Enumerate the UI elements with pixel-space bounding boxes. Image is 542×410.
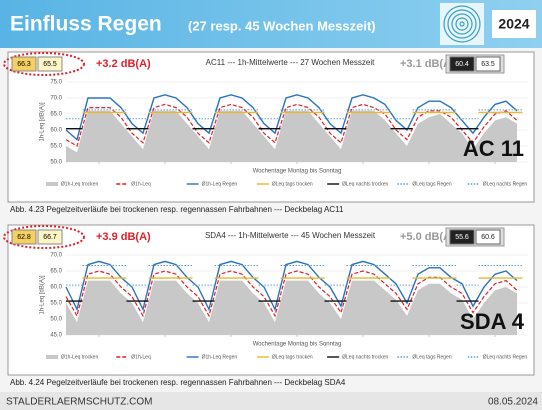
value-box [11, 56, 37, 72]
value-box [449, 229, 475, 245]
caption: Abb. 4.23 Pegelzeitverläufe bei trockene… [10, 205, 344, 214]
y-tick-label: 60.0 [50, 285, 62, 291]
legend-label: ØLeq nachts Regen [483, 181, 528, 187]
value-box-text: 62.8 [17, 234, 31, 241]
value-box [37, 56, 63, 72]
y-tick-label: 60.0 [50, 128, 62, 134]
area [66, 280, 517, 335]
legend-label: Ø1h-Leq trocken [61, 354, 98, 360]
line [65, 270, 518, 318]
value-box [11, 229, 37, 245]
legend-label: ØLeq tags trocken [272, 181, 313, 187]
legend-label: ØLeq nachts trocken [342, 181, 388, 187]
chart-label: AC 11 [463, 136, 524, 161]
y-tick-label: 75.0 [50, 80, 62, 86]
delta-left: +3.2 dB(A) [96, 58, 151, 70]
footer-bar [0, 392, 542, 410]
area [66, 110, 517, 162]
legend-label: ØLeq tags Regen [412, 354, 451, 360]
highlight-oval [3, 225, 85, 249]
legend-label: Ø1h-Leq Regen [202, 181, 238, 187]
value-box-text: 55.6 [455, 234, 469, 241]
value-box-text: 60.4 [455, 61, 469, 68]
y-tick-label: 45.0 [50, 333, 62, 339]
chart-title: AC11 --- 1h-Mittelwerte --- 27 Wochen Me… [206, 58, 375, 67]
line [65, 103, 518, 147]
x-axis-label: Wochentage Montag bis Sonntag [253, 169, 342, 175]
value-box-text: 60.6 [481, 234, 495, 241]
legend-label: Ø1h-Leq trocken [61, 181, 98, 187]
logo [440, 3, 484, 45]
line [65, 260, 518, 312]
delta-right: +5.0 dB(A) [400, 231, 455, 243]
header-title: Einfluss Regen [10, 13, 162, 36]
y-axis-label: 1h-Leq [dB(A)] [40, 102, 46, 141]
delta-right: +3.1 dB(A) [400, 58, 455, 70]
legend-label: ØLeq tags trocken [272, 354, 313, 360]
highlight-oval [3, 52, 85, 76]
year: 2024 [498, 16, 529, 32]
y-axis-label: 1h-Leq [dB(A)] [40, 275, 46, 314]
legend-label: Ø1h-Leq [131, 181, 151, 187]
y-tick-label: 70.0 [50, 96, 62, 102]
y-tick-label: 55.0 [50, 301, 62, 307]
value-box-text: 65.5 [43, 61, 57, 68]
value-box-text: 63.5 [481, 61, 495, 68]
x-axis-label: Wochentage Montag bis Sonntag [253, 342, 342, 348]
value-box [475, 229, 501, 245]
y-tick-label: 55.0 [50, 144, 62, 150]
footer-left: STALDERLAERMSCHUTZ.COM [6, 397, 153, 408]
value-box-text: 66.7 [43, 234, 57, 241]
value-box [449, 56, 475, 72]
line [65, 94, 518, 141]
chart-title: SDA4 --- 1h-Mittelwerte --- 45 Wochen Me… [205, 231, 376, 240]
caption: Abb. 4.24 Pegelzeitverläufe bei trockene… [10, 378, 346, 387]
year-box [492, 10, 536, 38]
legend-swatch [46, 355, 58, 359]
legend-label: Ø1h-Leq [131, 354, 151, 360]
y-tick-label: 50.0 [50, 317, 62, 323]
y-tick-label: 65.0 [50, 269, 62, 275]
legend-label: Ø1h-Leq Regen [202, 354, 238, 360]
header-subtitle: (27 resp. 45 Wochen Messzeit) [188, 18, 376, 33]
legend-label: ØLeq nachts Regen [483, 354, 528, 360]
y-tick-label: 70.0 [50, 253, 62, 259]
value-box [37, 229, 63, 245]
value-box [475, 56, 501, 72]
legend-label: ØLeq nachts trocken [342, 354, 388, 360]
legend-label: ØLeq tags Regen [412, 181, 451, 187]
legend-swatch [46, 182, 58, 186]
chart-label: SDA 4 [460, 309, 525, 334]
footer-right: 08.05.2024 [488, 397, 538, 408]
y-tick-label: 50.0 [50, 160, 62, 166]
value-box-text: 66.3 [17, 61, 31, 68]
delta-left: +3.9 dB(A) [96, 231, 151, 243]
y-tick-label: 65.0 [50, 112, 62, 118]
